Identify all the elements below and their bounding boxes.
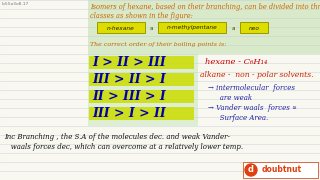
Circle shape — [245, 164, 257, 176]
Bar — [88, 54, 198, 126]
Bar — [97, 22, 145, 33]
Text: n-methylpentane: n-methylpentane — [167, 26, 217, 30]
Bar — [243, 162, 318, 178]
Text: Surface Area.: Surface Area. — [213, 114, 268, 122]
Text: Inc Branching , the S.A of the molecules dec. and weak Vander-: Inc Branching , the S.A of the molecules… — [4, 133, 230, 141]
Text: lo55o3o8.17: lo55o3o8.17 — [2, 2, 29, 6]
Text: III > II > I: III > II > I — [92, 73, 166, 86]
Text: hexane - C₆H₁₄: hexane - C₆H₁₄ — [205, 58, 268, 66]
Text: III > I > II: III > I > II — [92, 107, 166, 120]
Bar — [88, 0, 320, 54]
Text: neo: neo — [249, 26, 260, 30]
Text: a: a — [231, 26, 235, 30]
Text: alkane -  non - polar solvents.: alkane - non - polar solvents. — [200, 71, 314, 79]
Text: waals forces dec, which can overcome at a relatively lower temp.: waals forces dec, which can overcome at … — [4, 143, 243, 151]
Text: I > II > III: I > II > III — [92, 56, 166, 69]
Text: doubtnut: doubtnut — [262, 165, 302, 174]
Text: d: d — [248, 165, 254, 174]
Text: Isomers of hexane, based on their branching, can be divided into three distinct
: Isomers of hexane, based on their branch… — [90, 3, 320, 20]
Text: → Vander waals  forces ∝: → Vander waals forces ∝ — [208, 104, 297, 112]
Bar — [240, 22, 268, 33]
Bar — [89, 73, 194, 86]
Bar — [158, 22, 226, 33]
Bar — [89, 90, 194, 103]
Text: II > III > I: II > III > I — [92, 90, 166, 103]
Text: → intermolecular  forces: → intermolecular forces — [208, 84, 295, 92]
Text: a: a — [149, 26, 153, 30]
Text: are weak: are weak — [213, 94, 252, 102]
Text: The correct order of their boiling points is:: The correct order of their boiling point… — [90, 42, 226, 47]
Bar — [89, 56, 194, 69]
Bar — [89, 107, 194, 120]
Text: n-hexane: n-hexane — [107, 26, 135, 30]
